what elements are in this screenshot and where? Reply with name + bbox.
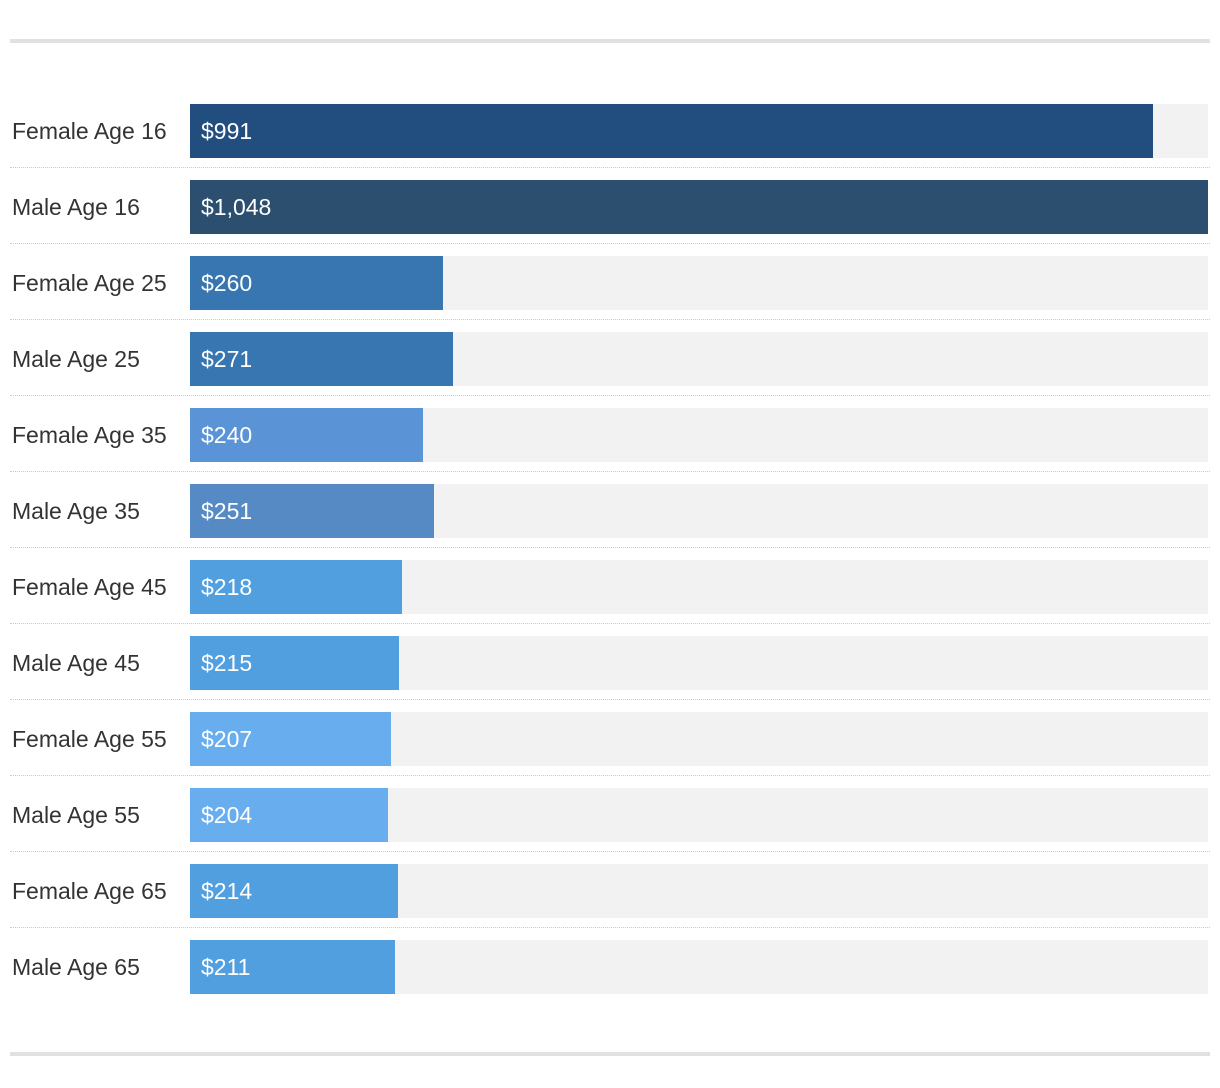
bar-track: $215	[190, 636, 1208, 690]
chart-row: Male Age 25 $271	[0, 320, 1220, 396]
category-label: Male Age 35	[12, 498, 140, 524]
bar: $207	[190, 712, 391, 766]
bar-track: $207	[190, 712, 1208, 766]
value-label: $251	[201, 498, 253, 524]
bar-track: $204	[190, 788, 1208, 842]
category-label: Female Age 55	[12, 726, 167, 752]
chart-row: Male Age 55 $204	[0, 776, 1220, 852]
category-label: Female Age 65	[12, 878, 167, 904]
category-label: Male Age 25	[12, 346, 140, 372]
bar: $1,048	[190, 180, 1208, 234]
bar-track: $211	[190, 940, 1208, 994]
bar-track: $991	[190, 104, 1208, 158]
category-label: Male Age 65	[12, 954, 140, 980]
chart-row: Female Age 16 $991	[0, 92, 1220, 168]
chart-row: Female Age 25 $260	[0, 244, 1220, 320]
bar: $211	[190, 940, 395, 994]
chart-row: Male Age 45 $215	[0, 624, 1220, 700]
category-label: Female Age 35	[12, 422, 167, 448]
value-label: $215	[201, 650, 253, 676]
value-label: $260	[201, 270, 253, 296]
bar-chart: Female Age 16 $991 Male Age 16 $1,048 Female…	[0, 92, 1220, 1004]
value-label: $218	[201, 574, 253, 600]
bar: $204	[190, 788, 388, 842]
bar-track: $271	[190, 332, 1208, 386]
bar: $218	[190, 560, 402, 614]
value-label: $207	[201, 726, 253, 752]
top-divider	[10, 39, 1210, 43]
bar: $215	[190, 636, 399, 690]
value-label: $204	[201, 802, 253, 828]
value-label: $211	[201, 954, 251, 980]
bar-track: $251	[190, 484, 1208, 538]
bar-track: $240	[190, 408, 1208, 462]
category-label: Female Age 45	[12, 574, 167, 600]
category-label: Female Age 25	[12, 270, 167, 296]
bar: $260	[190, 256, 443, 310]
value-label: $991	[201, 118, 253, 144]
bar: $991	[190, 104, 1153, 158]
bar-track: $218	[190, 560, 1208, 614]
chart-row: Female Age 45 $218	[0, 548, 1220, 624]
bar-track: $214	[190, 864, 1208, 918]
chart-row: Female Age 35 $240	[0, 396, 1220, 472]
value-label: $1,048	[201, 194, 272, 220]
chart-row: Male Age 35 $251	[0, 472, 1220, 548]
bar: $271	[190, 332, 453, 386]
value-label: $214	[201, 878, 253, 904]
chart-row: Male Age 16 $1,048	[0, 168, 1220, 244]
category-label: Male Age 16	[12, 194, 140, 220]
bar: $240	[190, 408, 423, 462]
bar: $214	[190, 864, 398, 918]
chart-row: Female Age 65 $214	[0, 852, 1220, 928]
value-label: $271	[201, 346, 253, 372]
bottom-divider	[10, 1052, 1210, 1056]
value-label: $240	[201, 422, 253, 448]
chart-row: Male Age 65 $211	[0, 928, 1220, 1004]
category-label: Male Age 45	[12, 650, 140, 676]
bar: $251	[190, 484, 434, 538]
bar-track: $1,048	[190, 180, 1208, 234]
bar-track: $260	[190, 256, 1208, 310]
chart-row: Female Age 55 $207	[0, 700, 1220, 776]
category-label: Female Age 16	[12, 118, 167, 144]
category-label: Male Age 55	[12, 802, 140, 828]
